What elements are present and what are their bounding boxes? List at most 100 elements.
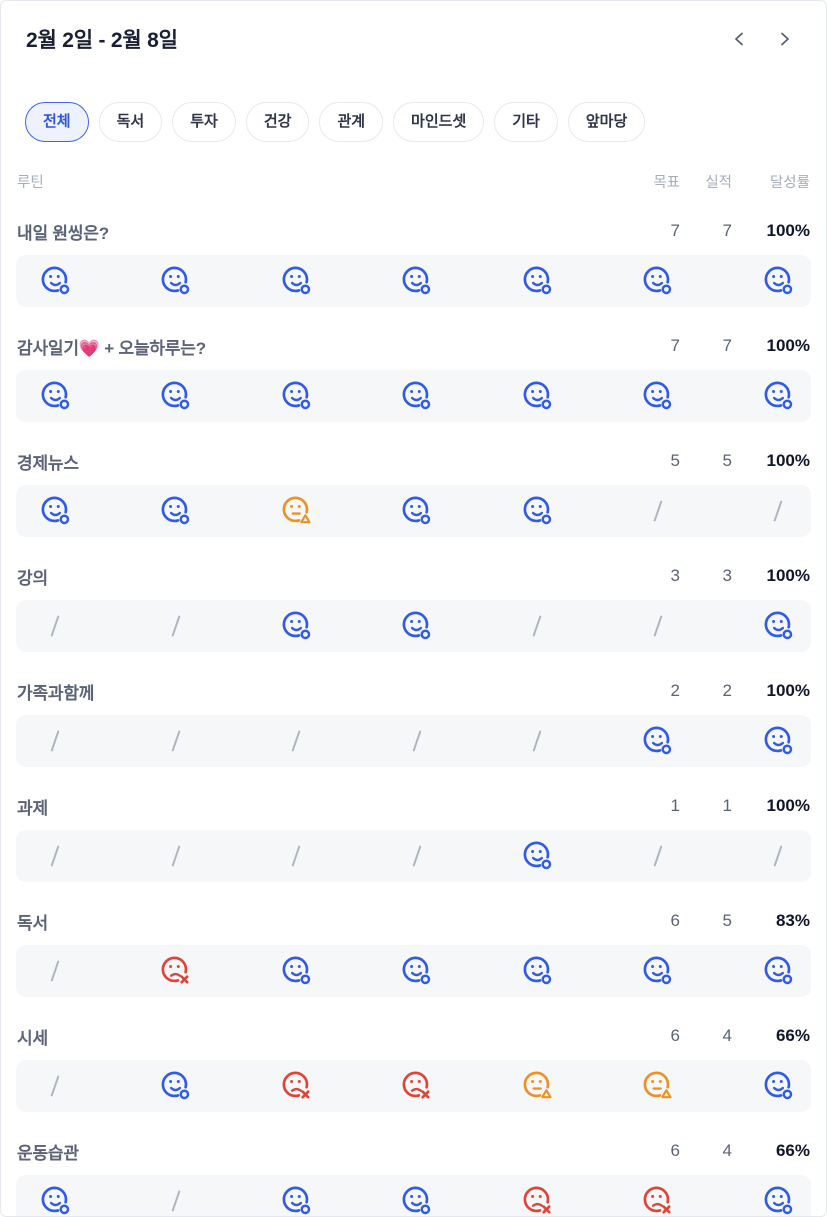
day-status-cell[interactable] (762, 1185, 794, 1217)
day-status-cell[interactable] (642, 1070, 674, 1102)
category-filter-chip[interactable]: 투자 (172, 102, 236, 142)
day-status-cell[interactable] (280, 955, 312, 987)
day-status-cell[interactable] (39, 840, 71, 872)
category-filter-chip[interactable]: 앞마당 (567, 102, 646, 142)
day-status-cell[interactable] (762, 955, 794, 987)
day-status-cell[interactable] (160, 380, 192, 412)
smiley-check-icon (522, 380, 553, 411)
rate-value: 100% (766, 796, 810, 815)
day-status-cell[interactable] (762, 725, 794, 757)
day-status-cell[interactable] (642, 265, 674, 297)
day-status-cell[interactable] (160, 840, 192, 872)
category-filter-chip[interactable]: 건강 (245, 102, 310, 142)
day-status-cell[interactable] (762, 380, 794, 412)
empty-slash-icon (652, 844, 663, 867)
day-status-cell[interactable] (521, 610, 553, 642)
prev-week-button[interactable] (723, 25, 755, 53)
day-status-cell[interactable] (521, 1070, 553, 1102)
day-status-cell[interactable] (280, 380, 312, 412)
day-status-cell[interactable] (160, 610, 192, 642)
chip-label: 건강 (263, 113, 292, 130)
day-status-cell[interactable] (280, 610, 312, 642)
category-filter-chip[interactable]: 전체 (25, 102, 89, 142)
category-filter-chip[interactable]: 기타 (494, 102, 558, 142)
day-status-cell[interactable] (521, 265, 553, 297)
smiley-check-icon (642, 380, 673, 411)
day-status-cell[interactable] (280, 840, 312, 872)
week-day-strip (16, 1059, 811, 1112)
day-status-cell[interactable] (160, 955, 192, 987)
day-status-cell[interactable] (521, 1185, 553, 1217)
day-status-cell[interactable] (39, 1070, 71, 1102)
smiley-warning-icon (522, 1070, 553, 1101)
routine-summary-line: 가족과함께 2 2 100% (16, 679, 811, 704)
day-status-cell[interactable] (642, 955, 674, 987)
day-status-cell[interactable] (280, 495, 312, 527)
day-status-cell[interactable] (521, 380, 553, 412)
smiley-check-icon (401, 610, 432, 641)
routine-name: 감사일기💗 + 오늘하루는? (17, 338, 206, 358)
actual-value: 2 (722, 681, 732, 700)
actual-value: 4 (722, 1141, 732, 1160)
chip-label: 앞마당 (585, 113, 628, 130)
day-status-cell[interactable] (160, 725, 192, 757)
day-status-cell[interactable] (280, 1185, 312, 1217)
day-status-cell[interactable] (642, 725, 674, 757)
day-status-cell[interactable] (401, 1070, 433, 1102)
day-status-cell[interactable] (401, 265, 433, 297)
empty-slash-icon (411, 844, 422, 867)
day-status-cell[interactable] (160, 495, 192, 527)
day-status-cell[interactable] (401, 610, 433, 642)
day-status-cell[interactable] (642, 495, 674, 527)
day-status-cell[interactable] (160, 1070, 192, 1102)
smiley-x-icon (160, 955, 191, 986)
day-status-cell[interactable] (39, 265, 71, 297)
day-status-cell[interactable] (39, 610, 71, 642)
day-status-cell[interactable] (401, 840, 433, 872)
day-status-cell[interactable] (39, 955, 71, 987)
day-status-cell[interactable] (39, 495, 71, 527)
day-status-cell[interactable] (401, 495, 433, 527)
smiley-warning-icon (281, 495, 312, 526)
day-status-cell[interactable] (642, 840, 674, 872)
day-status-cell[interactable] (762, 265, 794, 297)
day-status-cell[interactable] (401, 955, 433, 987)
day-status-cell[interactable] (280, 265, 312, 297)
col-header-goal: 목표 (653, 174, 680, 191)
day-status-cell[interactable] (401, 1185, 433, 1217)
day-status-cell[interactable] (39, 1185, 71, 1217)
day-status-cell[interactable] (521, 840, 553, 872)
next-week-button[interactable] (769, 25, 801, 53)
day-status-cell[interactable] (762, 840, 794, 872)
day-status-cell[interactable] (762, 610, 794, 642)
day-status-cell[interactable] (642, 610, 674, 642)
smiley-check-icon (763, 955, 794, 986)
category-filter-chip[interactable]: 마인드셋 (393, 102, 485, 142)
day-status-cell[interactable] (642, 1185, 674, 1217)
goal-value: 6 (670, 1141, 680, 1160)
day-status-cell[interactable] (280, 1070, 312, 1102)
day-status-cell[interactable] (521, 495, 553, 527)
day-status-cell[interactable] (160, 1185, 192, 1217)
day-status-cell[interactable] (762, 495, 794, 527)
routine-row: 내일 원씽은? 7 7 100% (16, 219, 811, 307)
rate-value: 100% (766, 221, 810, 240)
category-filter-chip[interactable]: 독서 (98, 102, 163, 142)
day-status-cell[interactable] (160, 265, 192, 297)
day-status-cell[interactable] (280, 725, 312, 757)
day-status-cell[interactable] (401, 725, 433, 757)
day-status-cell[interactable] (762, 1070, 794, 1102)
smiley-check-icon (281, 1185, 312, 1216)
chip-label: 독서 (116, 113, 145, 130)
smiley-check-icon (642, 725, 673, 756)
day-status-cell[interactable] (521, 955, 553, 987)
routine-row: 과제 1 1 100% (16, 794, 811, 882)
routine-summary-line: 시세 6 4 66% (16, 1024, 811, 1049)
day-status-cell[interactable] (521, 725, 553, 757)
routine-summary-line: 감사일기💗 + 오늘하루는? 7 7 100% (16, 334, 811, 359)
day-status-cell[interactable] (39, 380, 71, 412)
day-status-cell[interactable] (642, 380, 674, 412)
category-filter-chip[interactable]: 관계 (319, 102, 384, 142)
day-status-cell[interactable] (401, 380, 433, 412)
day-status-cell[interactable] (39, 725, 71, 757)
